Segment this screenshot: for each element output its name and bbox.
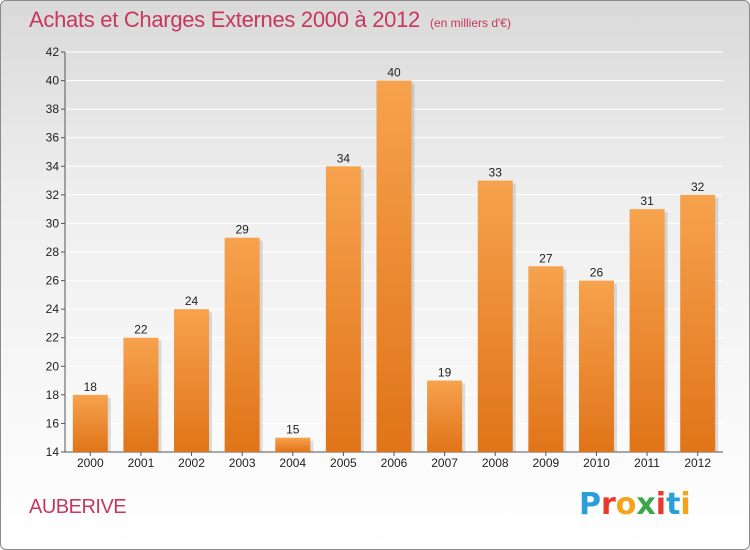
x-tick-label: 2007 — [431, 456, 458, 470]
data-label: 40 — [387, 66, 401, 80]
bar — [174, 309, 210, 452]
y-tick-label: 28 — [46, 245, 60, 259]
bar — [325, 166, 361, 453]
bar — [477, 180, 513, 453]
data-label: 29 — [235, 223, 249, 237]
y-tick-label: 20 — [46, 359, 60, 373]
title-text: Achats et Charges Externes 2000 à 2012 — [29, 7, 420, 32]
x-tick-label: 2004 — [279, 456, 306, 470]
data-label: 31 — [640, 194, 654, 208]
y-tick-label: 26 — [46, 274, 60, 288]
logo-letter: i — [680, 487, 691, 522]
bar — [680, 194, 716, 452]
bar — [376, 80, 412, 453]
x-tick-label: 2006 — [381, 456, 408, 470]
bar — [72, 394, 108, 452]
data-label: 27 — [539, 251, 553, 265]
y-tick-label: 32 — [46, 188, 60, 202]
data-label: 19 — [438, 366, 452, 380]
data-label: 32 — [691, 180, 705, 194]
x-tick-label: 2012 — [684, 456, 711, 470]
x-tick-label: 2000 — [77, 456, 104, 470]
y-tick-label: 16 — [46, 416, 60, 430]
y-tick-label: 36 — [46, 131, 60, 145]
bar — [224, 237, 260, 452]
bar — [123, 337, 159, 452]
y-tick-label: 42 — [46, 45, 60, 59]
y-tick-label: 38 — [46, 102, 60, 116]
logo-letter: i — [655, 487, 667, 522]
logo-letter: x — [636, 487, 656, 522]
bar — [275, 437, 311, 452]
logo-letter: t — [666, 487, 681, 522]
x-tick-label: 2009 — [532, 456, 559, 470]
labels: 14 16 18 20 22 24 26 28 30 32 34 36 38 40 42 2000 18 2001… — [46, 45, 712, 470]
logo-letter: P — [579, 487, 601, 522]
x-tick-label: 2010 — [583, 456, 610, 470]
unit-label: (en milliers d'€) — [429, 16, 511, 30]
proxiti-logo[interactable]: Proxiti — [579, 487, 691, 522]
y-tick-label: 34 — [46, 159, 60, 173]
y-tick-label: 40 — [46, 74, 60, 88]
bar — [578, 280, 614, 452]
x-tick-label: 2011 — [634, 456, 660, 470]
logo-letter: r — [601, 487, 616, 522]
y-tick-label: 14 — [46, 445, 60, 459]
data-label: 18 — [84, 380, 98, 394]
chart-title: Achats et Charges Externes 2000 à 2012 (e… — [29, 7, 511, 33]
bar — [629, 209, 665, 452]
data-label: 15 — [286, 423, 300, 437]
logo-letter: o — [615, 487, 637, 522]
y-tick-label: 24 — [46, 302, 60, 316]
y-tick-label: 18 — [46, 388, 60, 402]
x-tick-label: 2005 — [330, 456, 357, 470]
x-tick-label: 2001 — [128, 456, 155, 470]
y-tick-label: 30 — [46, 216, 60, 230]
data-label: 24 — [185, 294, 199, 308]
y-tick-label: 22 — [46, 331, 60, 345]
data-label: 22 — [134, 323, 148, 337]
data-label: 34 — [337, 151, 351, 165]
data-label: 26 — [590, 266, 604, 280]
bar — [427, 380, 463, 452]
commune-name: AUBERIVE — [29, 496, 127, 518]
bar — [528, 266, 564, 452]
x-tick-label: 2008 — [482, 456, 509, 470]
bars — [72, 80, 719, 453]
x-tick-label: 2002 — [178, 456, 205, 470]
x-tick-label: 2003 — [229, 456, 256, 470]
data-label: 33 — [489, 166, 503, 180]
